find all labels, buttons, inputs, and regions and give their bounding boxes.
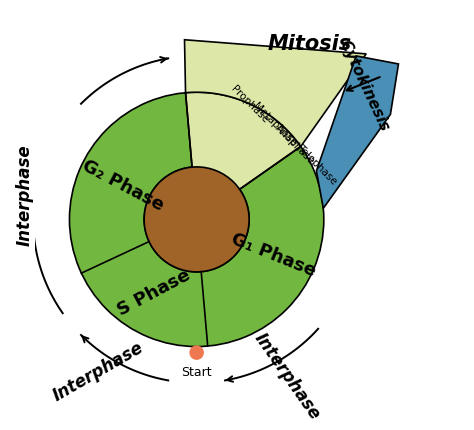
Text: Start: Start bbox=[182, 366, 212, 378]
Text: Interphase: Interphase bbox=[16, 144, 34, 246]
Wedge shape bbox=[70, 92, 324, 347]
Polygon shape bbox=[184, 40, 366, 147]
Polygon shape bbox=[317, 56, 399, 208]
Text: Prophase: Prophase bbox=[229, 84, 270, 125]
Text: Telophase: Telophase bbox=[295, 143, 339, 187]
Circle shape bbox=[144, 167, 249, 272]
Circle shape bbox=[189, 345, 204, 360]
Text: Metaphase: Metaphase bbox=[251, 101, 299, 148]
Text: G₂ Phase: G₂ Phase bbox=[80, 156, 167, 214]
Text: Cytokinesis: Cytokinesis bbox=[337, 38, 392, 134]
Text: G₁ Phase: G₁ Phase bbox=[228, 230, 319, 280]
Wedge shape bbox=[185, 92, 301, 219]
Text: Anaphase: Anaphase bbox=[273, 123, 317, 166]
Text: Interphase: Interphase bbox=[251, 330, 324, 424]
Text: Interphase: Interphase bbox=[49, 338, 146, 405]
Text: S Phase: S Phase bbox=[115, 266, 194, 319]
Text: Mitosis: Mitosis bbox=[267, 34, 351, 54]
